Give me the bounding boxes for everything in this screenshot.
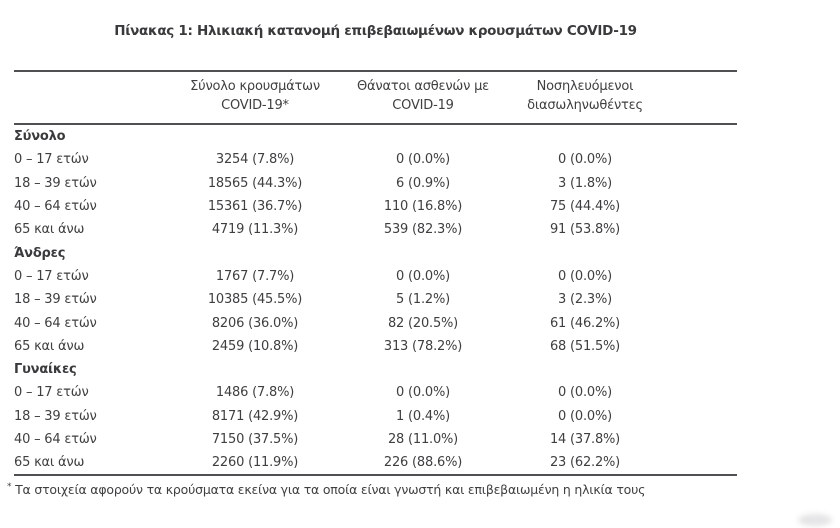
header-spacer-cell <box>662 71 737 125</box>
deaths-cell: 5 (1.2%) <box>396 292 450 308</box>
cases-cell: 10385 (45.5%) <box>207 292 303 308</box>
header-total-cases-line2: COVID-19* <box>221 98 289 113</box>
intubated-cell: 0 (0.0%) <box>558 268 612 284</box>
age-label-cell: 40 – 64 ετών <box>14 432 97 447</box>
deaths-cell: 539 (82.3%) <box>383 222 463 238</box>
intubated-cell: 61 (46.2%) <box>549 315 621 331</box>
cases-cell: 8206 (36.0%) <box>211 315 299 331</box>
table-row: 18 – 39 ετών 10385 (45.5%) 5 (1.2%) 3 (2… <box>14 288 737 311</box>
spacer-cell <box>662 335 737 358</box>
table-row: 18 – 39 ετών 18565 (44.3%) 6 (0.9%) 3 (1… <box>14 172 737 195</box>
deaths-cell: 82 (20.5%) <box>387 315 459 331</box>
cases-cell: 2459 (10.8%) <box>211 338 299 354</box>
table-footnote: * Τα στοιχεία αφορούν τα κρούσματα εκείν… <box>7 482 840 498</box>
spacer-cell <box>662 148 737 171</box>
spacer-cell <box>662 381 737 404</box>
header-deaths-line1: Θάνατοι ασθενών με <box>357 79 489 94</box>
age-label-cell: 40 – 64 ετών <box>14 315 97 331</box>
intubated-cell: 0 (0.0%) <box>558 152 612 168</box>
age-label-cell: 40 – 64 ετών <box>14 199 97 215</box>
intubated-cell: 23 (62.2%) <box>549 455 621 471</box>
table-row: 0 – 17 ετών 1486 (7.8%) 0 (0.0%) 0 (0.0%… <box>14 381 737 404</box>
cases-cell: 8171 (42.9%) <box>211 408 299 424</box>
footnote-text: Τα στοιχεία αφορούν τα κρούσματα εκείνα … <box>15 482 646 498</box>
deaths-cell: 28 (11.0%) <box>387 432 459 447</box>
header-deaths: Θάνατοι ασθενών με COVID-19 <box>338 71 508 125</box>
age-label-cell: 18 – 39 ετών <box>14 292 97 308</box>
spacer-cell <box>662 451 737 475</box>
table-row: 0 – 17 ετών 3254 (7.8%) 0 (0.0%) 0 (0.0%… <box>14 148 737 171</box>
cases-cell: 18565 (44.3%) <box>207 175 303 191</box>
table-row: 65 και άνω 2459 (10.8%) 313 (78.2%) 68 (… <box>14 335 737 358</box>
cases-cell: 15361 (36.7%) <box>207 199 303 215</box>
intubated-cell: 0 (0.0%) <box>558 408 612 424</box>
age-label-cell: 65 και άνω <box>14 455 85 471</box>
header-total-cases: Σύνολο κρουσμάτων COVID-19* <box>172 71 338 125</box>
cases-cell: 1767 (7.7%) <box>215 268 295 284</box>
table-row: 18 – 39 ετών 8171 (42.9%) 1 (0.4%) 0 (0.… <box>14 405 737 428</box>
deaths-cell: 0 (0.0%) <box>396 385 450 401</box>
header-deaths-line2: COVID-19 <box>392 98 454 113</box>
age-label-cell: 65 και άνω <box>14 222 85 238</box>
covid-age-distribution-table: Σύνολο κρουσμάτων COVID-19* Θάνατοι ασθε… <box>14 70 737 477</box>
spacer-cell <box>662 405 737 428</box>
table-row: 65 και άνω 4719 (11.3%) 539 (82.3%) 91 (… <box>14 218 737 241</box>
intubated-cell: 3 (1.8%) <box>558 175 612 191</box>
section-row-total: Σύνολο <box>14 124 737 148</box>
spacer-cell <box>662 195 737 218</box>
table-header: Σύνολο κρουσμάτων COVID-19* Θάνατοι ασθε… <box>14 71 737 125</box>
intubated-cell: 68 (51.5%) <box>549 338 621 354</box>
scan-artifact <box>798 514 832 526</box>
age-label-cell: 18 – 39 ετών <box>14 408 97 424</box>
spacer-cell <box>662 428 737 451</box>
footnote-asterisk: * <box>7 482 12 493</box>
spacer-cell <box>662 288 737 311</box>
age-label-cell: 0 – 17 ετών <box>14 268 89 284</box>
header-total-cases-line1: Σύνολο κρουσμάτων <box>190 79 320 94</box>
deaths-cell: 0 (0.0%) <box>396 268 450 284</box>
deaths-cell: 226 (88.6%) <box>383 455 463 471</box>
intubated-cell: 0 (0.0%) <box>558 385 612 401</box>
age-label-cell: 65 και άνω <box>14 338 85 354</box>
intubated-cell: 75 (44.4%) <box>549 199 621 215</box>
header-intubated: Νοσηλευόμενοι διασωληνωθέντες <box>508 71 662 125</box>
deaths-cell: 110 (16.8%) <box>383 199 463 215</box>
cases-cell: 2260 (11.9%) <box>211 455 299 471</box>
cases-cell: 4719 (11.3%) <box>211 222 299 238</box>
intubated-cell: 3 (2.3%) <box>558 292 612 308</box>
header-intubated-line1: Νοσηλευόμενοι <box>536 79 634 94</box>
section-label-women: Γυναίκες <box>14 362 77 378</box>
deaths-cell: 313 (78.2%) <box>383 338 463 354</box>
spacer-cell <box>662 172 737 195</box>
header-empty-cell <box>14 71 172 125</box>
table-row: 40 – 64 ετών 7150 (37.5%) 28 (11.0%) 14 … <box>14 428 737 451</box>
section-label-men: Άνδρες <box>14 245 66 261</box>
table-body: Σύνολο 0 – 17 ετών 3254 (7.8%) 0 (0.0%) … <box>14 124 737 475</box>
section-row-women: Γυναίκες <box>14 358 737 381</box>
age-label-cell: 0 – 17 ετών <box>14 152 89 168</box>
section-label-total: Σύνολο <box>14 129 66 145</box>
age-label-cell: 18 – 39 ετών <box>14 175 97 191</box>
spacer-cell <box>662 311 737 334</box>
spacer-cell <box>662 265 737 288</box>
deaths-cell: 0 (0.0%) <box>396 152 450 168</box>
deaths-cell: 1 (0.4%) <box>396 408 450 424</box>
section-row-men: Άνδρες <box>14 241 737 264</box>
table-title: Πίνακας 1: Ηλικιακή κατανομή επιβεβαιωμέ… <box>114 23 637 39</box>
cases-cell: 1486 (7.8%) <box>215 385 295 401</box>
header-row: Σύνολο κρουσμάτων COVID-19* Θάνατοι ασθε… <box>14 71 737 125</box>
intubated-cell: 91 (53.8%) <box>549 222 621 238</box>
table-row: 40 – 64 ετών 8206 (36.0%) 82 (20.5%) 61 … <box>14 311 737 334</box>
spacer-cell <box>662 218 737 241</box>
table-row: 40 – 64 ετών 15361 (36.7%) 110 (16.8%) 7… <box>14 195 737 218</box>
cases-cell: 7150 (37.5%) <box>211 432 299 447</box>
table-row: 65 και άνω 2260 (11.9%) 226 (88.6%) 23 (… <box>14 451 737 475</box>
cases-cell: 3254 (7.8%) <box>215 152 295 168</box>
age-label-cell: 0 – 17 ετών <box>14 385 89 401</box>
header-intubated-line2: διασωληνωθέντες <box>527 98 643 113</box>
intubated-cell: 14 (37.8%) <box>549 432 621 447</box>
deaths-cell: 6 (0.9%) <box>396 175 450 191</box>
table-row: 0 – 17 ετών 1767 (7.7%) 0 (0.0%) 0 (0.0%… <box>14 265 737 288</box>
